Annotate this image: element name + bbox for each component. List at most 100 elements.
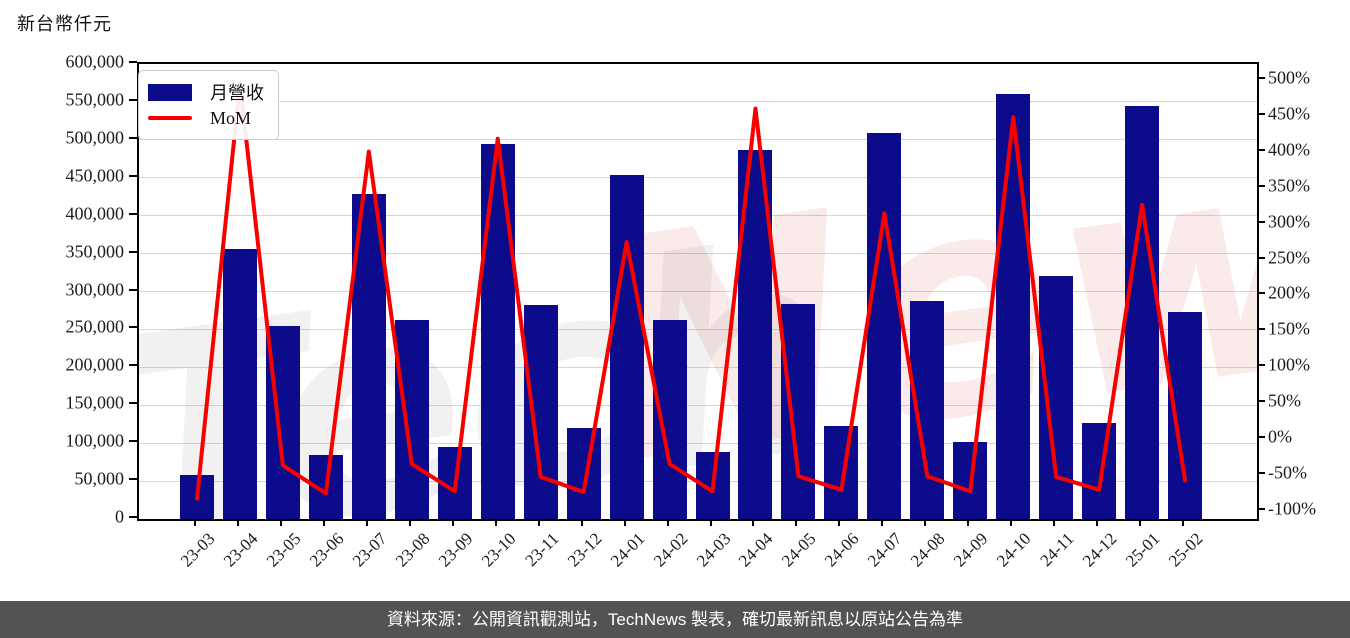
left-axis-tick-label: 400,000 [65,203,125,224]
right-tickmark [1257,148,1265,151]
right-axis-tick-label: 450% [1268,103,1310,124]
right-tickmark [1257,400,1265,403]
right-tickmark [1257,364,1265,367]
left-tickmark [129,212,137,215]
right-axis-tick-label: 250% [1268,247,1310,267]
left-axis-tick-label: 600,000 [65,51,125,72]
revenue-bar-24-02 [652,320,687,519]
x-tickmark [881,519,884,526]
right-axis-tick-label: 400% [1268,139,1310,160]
left-axis-tick-label: 50,000 [74,468,125,489]
x-tickmark [408,519,411,526]
x-tickmark [752,519,755,526]
left-tickmark [129,364,137,367]
x-tickmark [1139,519,1142,526]
left-tickmark [129,250,137,253]
right-axis-tick-label: 100% [1268,354,1310,375]
right-tickmark [1257,292,1265,295]
x-tickmark [322,519,325,526]
legend-item-revenue: 月營收 [148,79,264,105]
x-tickmark [795,519,798,526]
right-axis-tick-label: 150% [1268,318,1310,339]
revenue-bar-24-06 [824,426,859,519]
x-tickmark [537,519,540,526]
right-axis-tick-label: 300% [1268,211,1310,232]
x-tickmark [1182,519,1185,526]
x-tickmark [451,519,454,526]
legend-mom-label: MoM [210,107,252,128]
legend: 月營收 MoM [138,70,279,140]
revenue-bar-24-12 [1082,423,1117,519]
left-tickmark [129,174,137,177]
legend-revenue-label: 月營收 [210,83,264,103]
gridline [139,253,1257,255]
x-tickmark [924,519,927,526]
left-tickmark [129,478,137,481]
x-tickmark [666,519,669,526]
revenue-swatch [148,83,192,101]
gridline [139,442,1257,444]
right-axis-tick-label: -50% [1268,462,1307,483]
left-axis-tick-label: 100,000 [65,430,125,451]
mom-swatch [148,115,192,121]
revenue-bar-24-07 [867,133,902,519]
left-tickmark [129,136,137,139]
right-tickmark [1257,471,1265,474]
left-axis-tick-label: 300,000 [65,279,125,299]
revenue-bar-25-01 [1125,106,1160,519]
right-tickmark [1257,507,1265,510]
x-tickmark [494,519,497,526]
left-axis-tick-label: 0 [115,506,124,527]
revenue-bar-24-01 [609,175,644,519]
left-tickmark [129,61,137,63]
gridline [139,177,1257,179]
right-tickmark [1257,328,1265,331]
right-axis-tick-label: 200% [1268,282,1310,303]
gridline [139,215,1257,217]
gridline [139,328,1257,330]
plot-area: Tech News [137,62,1259,521]
x-tickmark [967,519,970,526]
x-tickmark [194,519,196,526]
x-tickmark [1053,519,1056,526]
left-axis-tick-label: 450,000 [65,165,125,186]
right-tickmark [1257,112,1265,115]
right-tickmark [1257,220,1265,223]
left-tickmark [129,440,137,443]
legend-item-mom: MoM [148,105,264,131]
left-axis-tick-label: 350,000 [65,241,125,262]
gridline [139,101,1257,103]
right-tickmark [1257,77,1265,79]
right-axis-tick-label: 0% [1268,426,1292,447]
mom-line [195,81,1188,501]
x-tickmark [709,519,712,526]
right-axis-tick-label: 50% [1268,390,1301,411]
left-axis-tick-label: 500,000 [65,127,125,148]
revenue-bar-23-10 [480,144,515,519]
right-tickmark [1257,436,1265,438]
x-tickmark [1096,519,1099,526]
left-axis-tick-label: 150,000 [65,392,125,413]
revenue-bar-23-08 [394,320,429,519]
x-tickmark [365,519,368,526]
gridline [139,404,1257,406]
revenue-bar-24-10 [996,93,1031,519]
right-tickmark [1257,256,1265,259]
x-tickmark [236,519,239,526]
x-tickmark [580,519,583,526]
x-tickmark [1010,519,1013,526]
left-tickmark [129,516,137,518]
revenue-bar-23-11 [523,305,558,519]
left-tickmark [129,98,137,101]
right-axis-tick-label: 500% [1268,67,1310,88]
left-axis-tick-label: 550,000 [65,89,125,110]
revenue-bar-23-12 [566,428,601,519]
right-axis-tick-label: -100% [1268,498,1316,519]
left-tickmark [129,402,137,405]
left-axis-tick-label: 200,000 [65,354,125,375]
right-axis-tick-label: 350% [1268,175,1310,196]
x-tickmark [838,519,841,526]
right-tickmark [1257,184,1265,187]
x-tickmark [623,519,626,526]
